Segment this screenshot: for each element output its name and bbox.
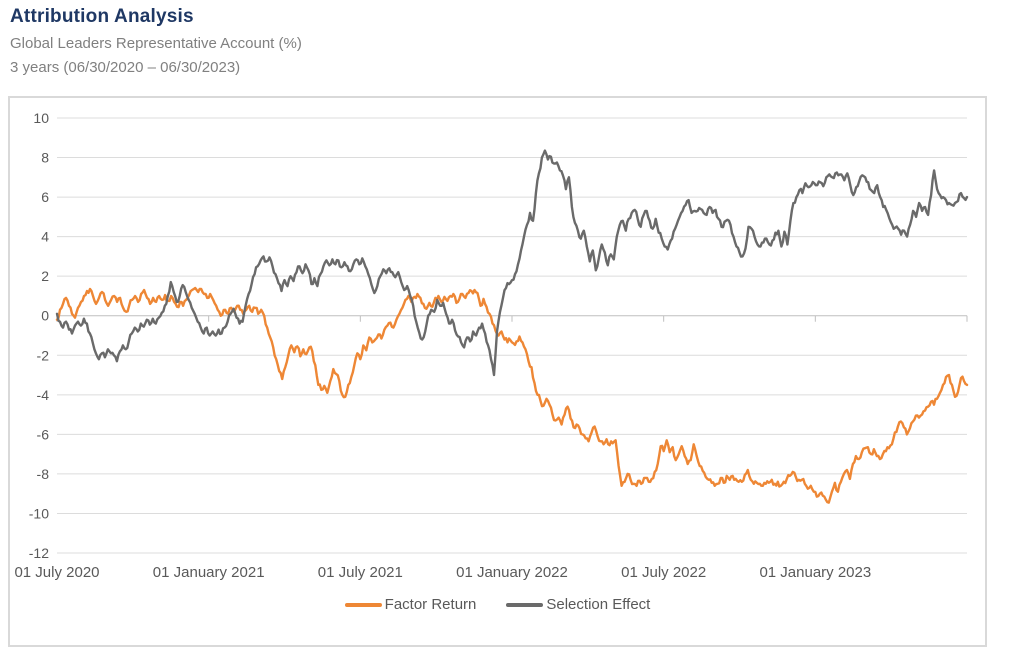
y-axis-tick-label: -6 [37, 426, 50, 442]
chart-panel: 10 8 6 4 2 0 -2 -4 -6 -8 -10 -12 01 July 2020 01 Janu… [8, 96, 987, 647]
x-axis-tick-label: 01 July 2021 [318, 564, 403, 581]
page-title: Attribution Analysis [10, 6, 194, 27]
y-axis-tick-label: 2 [41, 268, 49, 284]
x-axis-tick-label: 01 January 2023 [759, 564, 871, 581]
y-axis-tick-label: 10 [33, 110, 49, 126]
y-axis-tick-label: 6 [41, 189, 49, 205]
selection-effect-line [55, 149, 969, 377]
y-axis-tick-label: -4 [37, 387, 50, 403]
legend-item-factor-return: Factor Return [344, 596, 477, 613]
y-axis-tick-label: 8 [41, 150, 49, 166]
chart-subtitle-line2: 3 years (06/30/2020 – 06/30/2023) [10, 59, 241, 76]
chart-subtitle-line1: Global Leaders Representative Account (%… [10, 35, 302, 52]
selection-effect-swatch-icon [506, 602, 544, 607]
x-axis-tick-label: 01 January 2022 [456, 564, 568, 581]
chart-subtitle: Global Leaders Representative Account (%… [10, 32, 302, 80]
attribution-line-chart: 10 8 6 4 2 0 -2 -4 -6 -8 -10 -12 01 July 2020 01 Janu… [14, 110, 969, 581]
y-axis-tick-label: -8 [37, 466, 50, 482]
y-axis-tick-label: 4 [41, 229, 49, 245]
y-axis-tick-label: -2 [37, 347, 50, 363]
legend-item-selection-effect: Selection Effect [506, 596, 650, 613]
legend-label-factor-return: Factor Return [384, 596, 477, 613]
factor-return-line [55, 286, 969, 504]
y-axis-tick-label: 0 [41, 308, 49, 324]
chart-legend: Factor Return Selection Effect [10, 596, 985, 613]
x-axis-tick-label: 01 July 2022 [621, 564, 706, 581]
y-axis-tick-label: -12 [29, 545, 49, 561]
x-axis-tick-label: 01 January 2021 [153, 564, 265, 581]
factor-return-swatch-icon [344, 602, 382, 607]
x-axis-tick-label: 01 July 2020 [14, 564, 99, 581]
y-axis-tick-label: -10 [29, 505, 49, 521]
legend-label-selection-effect: Selection Effect [546, 596, 651, 613]
chart-header: Attribution Analysis Global Leaders Repr… [10, 6, 302, 80]
